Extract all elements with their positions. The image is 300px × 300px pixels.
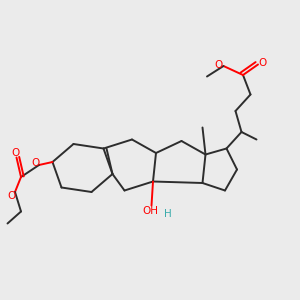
Text: O: O bbox=[258, 58, 267, 68]
Text: O: O bbox=[7, 190, 16, 201]
Text: O: O bbox=[214, 59, 222, 70]
Text: OH: OH bbox=[142, 206, 158, 217]
Text: O: O bbox=[11, 148, 19, 158]
Text: H: H bbox=[164, 209, 172, 219]
Text: O: O bbox=[32, 158, 40, 168]
